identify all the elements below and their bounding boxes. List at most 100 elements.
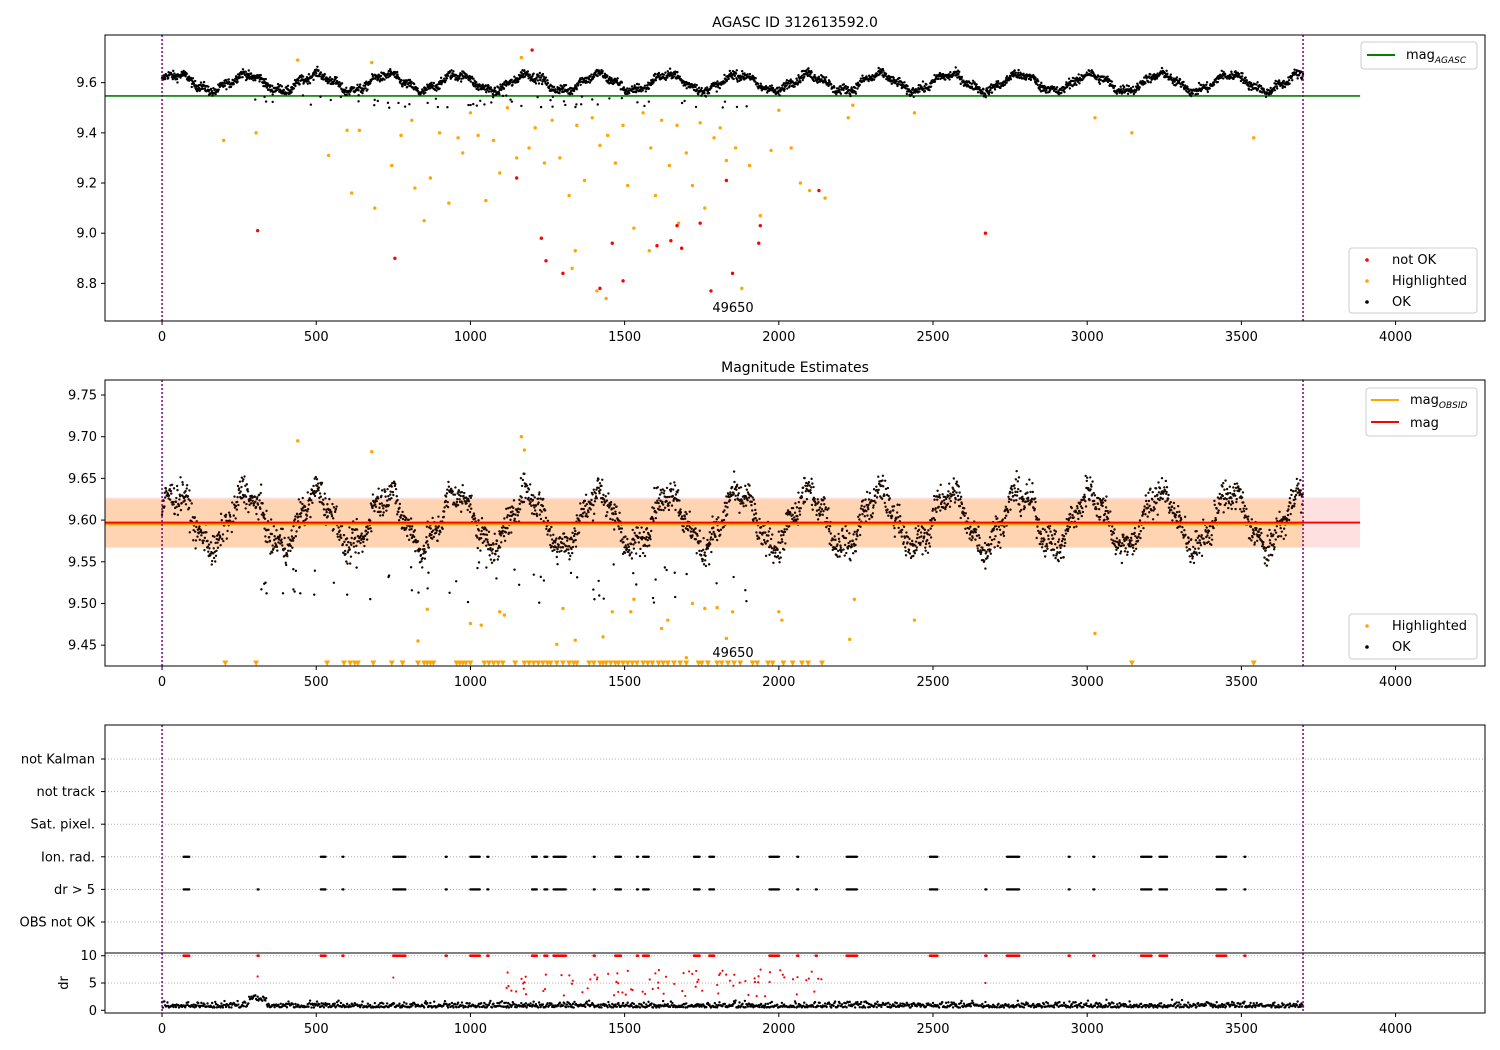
ok-point [345,537,349,540]
ok-point [727,77,730,81]
ok-point [845,551,848,555]
ok-point [431,529,435,532]
ok-point [380,489,384,492]
ok-point [663,506,667,510]
ok-point [407,518,410,521]
ok-point [556,547,559,551]
ok-point [257,518,260,521]
ok-point [239,76,242,79]
highlighted-point [491,138,496,143]
ok-point [352,541,355,545]
ok-point [446,106,449,109]
ok-point [733,480,736,484]
ok-point [824,506,828,509]
ok-point [412,82,416,86]
ok-point [783,87,786,91]
ok-point [382,507,385,510]
ok-point [730,485,734,489]
ok-point [395,76,398,80]
ok-point [828,530,831,533]
ok-point [702,563,706,566]
ok-point [783,548,786,551]
ok-point [335,76,338,79]
ok-point [201,541,205,545]
highlighted-point [505,106,510,110]
ok-point [823,497,826,500]
ok-point [778,94,781,97]
ok-point [754,508,757,512]
ok-point [564,103,567,107]
ok-point [297,76,301,80]
highlighted-point [733,146,738,150]
ok-point [838,540,841,543]
ok-point [624,535,627,538]
highlighted-point [484,198,488,203]
ok-point [664,78,668,82]
ok-point [226,529,229,533]
ok-point [411,525,414,528]
ok-point [214,560,217,563]
ok-point [332,82,335,85]
ok-point [651,78,654,81]
ok-point [521,478,525,482]
ok-point [1190,94,1193,98]
highlighted-point [621,123,625,128]
highlighted-point [575,123,579,128]
ok-point [1288,82,1291,85]
ok-point [175,496,178,500]
ok-point [380,502,383,505]
ok-point [287,536,290,539]
ok-point [551,95,555,99]
ok-point [255,512,258,516]
ok-point [315,68,318,71]
ok-point [776,548,779,552]
ok-point [441,527,444,531]
ok-point [735,69,738,72]
ok-point [1013,69,1016,72]
ok-point [619,531,623,534]
ok-point [562,532,566,535]
ok-point [500,541,503,544]
ok-point [201,87,205,90]
ok-point [640,526,643,529]
ok-point [532,494,535,497]
ok-point [538,513,542,516]
ok-point [936,77,940,81]
ok-point [537,501,540,504]
ok-point [374,77,377,80]
ok-point [624,544,627,547]
ok-point [216,90,220,93]
ok-point [653,486,656,490]
ok-point [585,512,588,516]
ok-point [1034,76,1037,80]
ok-point [759,82,762,85]
ok-point [190,502,193,505]
ok-point [658,493,662,496]
panel-1-plot-area [105,35,1361,321]
ok-point [615,79,619,82]
ok-point [636,526,639,529]
ok-point [283,547,287,550]
ok-point [217,531,221,534]
ok-point [706,90,710,93]
x-tick-label: 1000 [454,330,487,345]
ok-point [194,539,198,542]
ok-point [1149,73,1152,76]
ok-point [1088,69,1091,73]
ok-point [595,497,599,500]
ok-point [470,507,473,510]
ok-point [193,516,197,519]
highlighted-point [690,183,695,188]
ok-point [551,105,554,108]
ok-point [597,486,600,490]
ok-point [923,90,927,93]
not-ok-point [817,188,821,193]
ok-point [666,76,669,79]
ok-point [231,501,234,504]
ok-point [1282,79,1285,83]
ok-point [678,499,681,502]
ok-point [477,88,480,92]
ok-point [609,503,612,506]
ok-point [694,105,698,109]
ok-point [483,88,487,91]
